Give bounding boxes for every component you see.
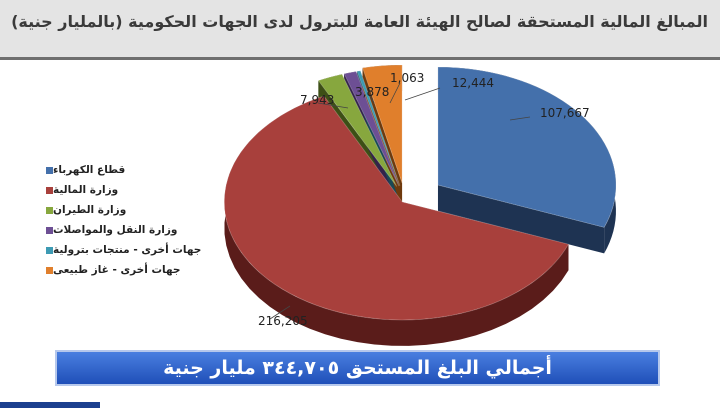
pie-slice	[356, 70, 401, 187]
data-label-leader	[369, 95, 375, 104]
data-label-leader	[389, 82, 401, 104]
pie-slice	[362, 64, 403, 184]
legend-swatch	[46, 186, 53, 194]
pie-slice	[223, 95, 570, 321]
data-label: 1,063	[390, 71, 424, 85]
legend-item: وزارة الطيران	[40, 200, 201, 220]
data-label: 3,878	[355, 85, 389, 99]
chart-header	[0, 0, 720, 60]
legend-label: وزارة الطيران	[53, 204, 127, 216]
data-label-leader	[509, 116, 531, 121]
legend-item: قطاع الكهرباء	[40, 160, 201, 180]
legend-swatch	[46, 206, 53, 214]
legend-item: وزارة المالية	[40, 180, 201, 200]
legend-label: جهات أخرى - منتجات بترولية	[53, 244, 202, 256]
pie-slice-cut	[437, 185, 605, 254]
legend-item: وزارة النقل والمواصلات	[40, 220, 201, 240]
header-rule	[0, 57, 720, 60]
legend-swatch	[46, 266, 53, 274]
data-label-leader	[269, 305, 291, 320]
pie-slice	[317, 73, 398, 187]
data-label: 12,444	[452, 76, 494, 90]
legend-label: جهات أخرى - غاز طبيعى	[53, 264, 181, 276]
data-label: 7,943	[300, 93, 334, 107]
data-label-leader	[404, 87, 441, 101]
legend-swatch	[46, 226, 53, 234]
legend-item: جهات أخرى - منتجات بترولية	[40, 240, 201, 260]
legend-swatch	[46, 246, 53, 254]
legend-label: وزارة المالية	[53, 184, 119, 196]
data-label-leader	[317, 102, 349, 109]
legend-swatch	[46, 166, 53, 174]
total-amount-text: أجمالي البلغ المستحق ٣٤٤,٧٠٥ مليار جنية	[163, 357, 552, 379]
legend-label: وزارة النقل والمواصلات	[53, 224, 178, 236]
data-label: 107,667	[540, 106, 590, 120]
total-amount-banner: أجمالي البلغ المستحق ٣٤٤,٧٠٥ مليار جنية	[55, 350, 660, 386]
footer-accent-line	[0, 402, 100, 408]
chart-title: المبالغ المالية المستحقة لصالح الهيئة ال…	[11, 12, 708, 31]
chart-legend: قطاع الكهرباء وزارة المالية وزارة الطيران و…	[40, 160, 201, 280]
pie-slice	[343, 71, 400, 187]
legend-item: جهات أخرى - غاز طبيعى	[40, 260, 201, 280]
legend-label: قطاع الكهرباء	[53, 164, 126, 176]
data-label: 216,205	[258, 314, 308, 328]
pie-slice	[437, 66, 617, 228]
